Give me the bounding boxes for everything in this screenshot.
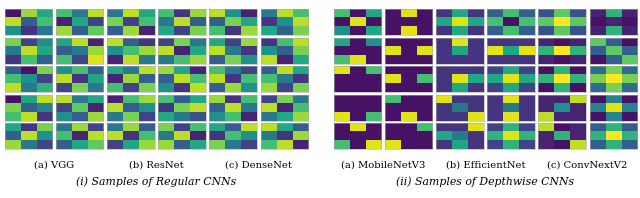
Text: (a) VGG: (a) VGG [34, 160, 74, 169]
Text: (b) EfficientNet: (b) EfficientNet [445, 160, 525, 169]
Text: (ii) Samples of Depthwise CNNs: (ii) Samples of Depthwise CNNs [396, 177, 575, 187]
Text: (b) ResNet: (b) ResNet [129, 160, 184, 169]
Text: (c) DenseNet: (c) DenseNet [225, 160, 292, 169]
Text: (i) Samples of Regular CNNs: (i) Samples of Regular CNNs [76, 177, 237, 187]
Text: (c) ConvNextV2: (c) ConvNextV2 [547, 160, 628, 169]
Text: (a) MobileNetV3: (a) MobileNetV3 [341, 160, 426, 169]
